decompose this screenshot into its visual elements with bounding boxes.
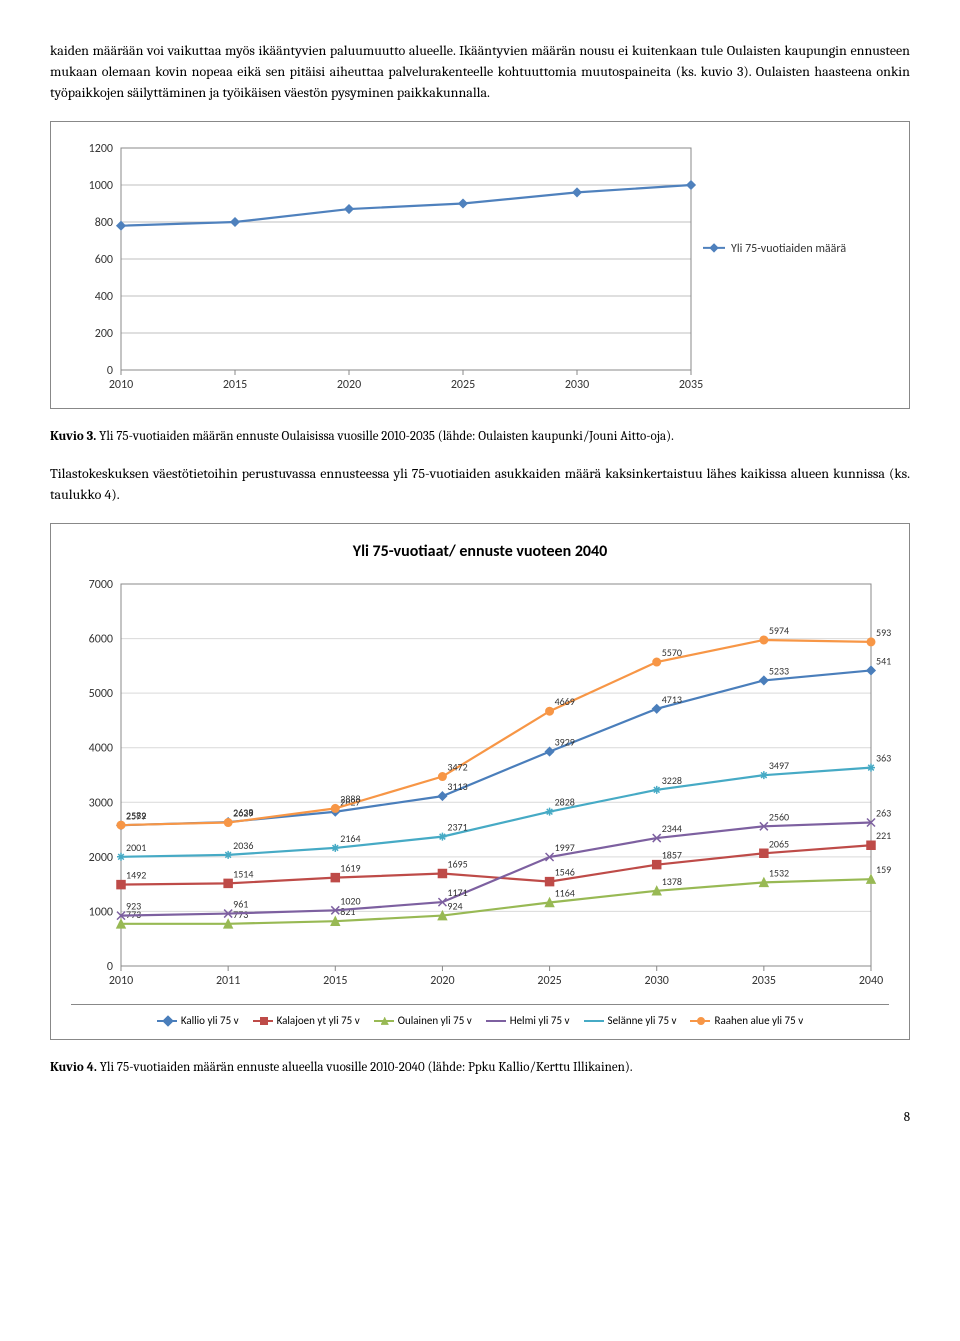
svg-text:2629: 2629 (233, 806, 253, 819)
svg-text:3635: 3635 (876, 751, 891, 764)
svg-text:2015: 2015 (223, 378, 247, 392)
svg-text:3497: 3497 (769, 759, 789, 772)
chart-2-legend: Kallio yli 75 v Kalajoen yt yli 75 v Oulai… (71, 1004, 889, 1030)
svg-text:3472: 3472 (447, 760, 467, 773)
legend-item: Selänne yli 75 v (584, 1013, 677, 1030)
svg-text:961: 961 (233, 897, 248, 910)
svg-text:4669: 4669 (555, 695, 575, 708)
chart-2-container: Yli 75-vuotiaat/ ennuste vuoteen 2040 0 1… (50, 523, 910, 1041)
svg-text:2371: 2371 (447, 820, 467, 833)
svg-text:1997: 1997 (555, 841, 575, 854)
svg-text:1200: 1200 (89, 142, 113, 156)
svg-text:1000: 1000 (89, 905, 113, 919)
svg-text:923: 923 (126, 899, 141, 912)
svg-text:1171: 1171 (447, 886, 467, 899)
svg-text:1378: 1378 (662, 874, 682, 887)
legend-item: Kalajoen yt yli 75 v (253, 1013, 360, 1030)
svg-text:7000: 7000 (89, 578, 113, 592)
legend-item: Oulainen yli 75 v (374, 1013, 472, 1030)
svg-text:2000: 2000 (89, 850, 113, 864)
svg-text:1000: 1000 (89, 179, 113, 193)
svg-text:2630: 2630 (876, 806, 891, 819)
svg-text:1020: 1020 (340, 894, 360, 907)
svg-text:924: 924 (447, 899, 462, 912)
svg-text:3113: 3113 (447, 780, 467, 793)
svg-text:2011: 2011 (216, 974, 240, 988)
svg-text:2560: 2560 (769, 810, 789, 823)
svg-text:1532: 1532 (769, 866, 789, 879)
svg-text:5974: 5974 (769, 623, 789, 636)
svg-text:200: 200 (95, 327, 113, 341)
svg-text:2213: 2213 (876, 829, 891, 842)
legend-item: Kallio yli 75 v (157, 1013, 239, 1030)
svg-text:2030: 2030 (565, 378, 589, 392)
svg-text:1492: 1492 (126, 868, 146, 881)
chart-2: 0 1000 2000 3000 4000 5000 6000 7000 2010 2011 201… (71, 574, 891, 994)
svg-text:4713: 4713 (662, 692, 682, 705)
caption-2-rest: Yli 75-vuotiaiden määrän ennuste alueell… (97, 1060, 633, 1075)
svg-text:0: 0 (107, 364, 113, 378)
svg-text:1591: 1591 (876, 863, 891, 876)
svg-text:1619: 1619 (340, 861, 360, 874)
svg-text:2030: 2030 (645, 974, 669, 988)
caption-2-bold: Kuvio 4. (50, 1060, 97, 1075)
svg-text:2040: 2040 (859, 974, 883, 988)
svg-text:2036: 2036 (233, 838, 253, 851)
svg-text:5000: 5000 (89, 687, 113, 701)
svg-text:4000: 4000 (89, 741, 113, 755)
svg-text:2888: 2888 (340, 792, 360, 805)
svg-text:5939: 5939 (876, 625, 891, 638)
svg-text:5233: 5233 (769, 664, 789, 677)
paragraph-2: Tilastokeskuksen väestötietoihin perustu… (50, 463, 910, 505)
svg-text:3228: 3228 (662, 773, 682, 786)
svg-text:2582: 2582 (126, 809, 146, 822)
svg-text:1164: 1164 (555, 886, 575, 899)
svg-text:Yli 75-vuotiaiden määrä: Yli 75-vuotiaiden määrä (731, 242, 846, 256)
caption-1: Kuvio 3. Yli 75-vuotiaiden määrän ennust… (50, 427, 910, 447)
svg-text:1857: 1857 (662, 848, 682, 861)
chart-1: 0 200 400 600 800 1000 1200 2010 2015 2020 2025 203… (71, 138, 891, 398)
chart-1-container: 0 200 400 600 800 1000 1200 2010 2015 2020 2025 203… (50, 121, 910, 409)
svg-text:2828: 2828 (555, 795, 575, 808)
svg-text:5570: 5570 (662, 646, 682, 659)
svg-text:2025: 2025 (537, 974, 561, 988)
svg-text:2035: 2035 (679, 378, 703, 392)
svg-text:1695: 1695 (447, 857, 467, 870)
svg-text:2001: 2001 (126, 840, 146, 853)
svg-text:3929: 3929 (555, 735, 575, 748)
legend-item: Helmi yli 75 v (486, 1013, 570, 1030)
svg-text:600: 600 (95, 253, 113, 267)
svg-text:2020: 2020 (337, 378, 361, 392)
svg-text:400: 400 (95, 290, 113, 304)
legend-item: Raahen alue yli 75 v (690, 1013, 803, 1030)
svg-text:2025: 2025 (451, 378, 475, 392)
caption-2: Kuvio 4. Yli 75-vuotiaiden määrän ennust… (50, 1058, 910, 1078)
paragraph-1: kaiden määrään voi vaikuttaa myös ikäänt… (50, 40, 910, 103)
svg-text:2015: 2015 (323, 974, 347, 988)
page-number: 8 (50, 1108, 910, 1128)
svg-text:1546: 1546 (555, 865, 575, 878)
svg-text:0: 0 (107, 960, 113, 974)
chart-2-title: Yli 75-vuotiaat/ ennuste vuoteen 2040 (71, 540, 889, 564)
svg-text:1514: 1514 (233, 867, 253, 880)
svg-text:2344: 2344 (662, 822, 682, 835)
svg-text:3000: 3000 (89, 796, 113, 810)
svg-text:2065: 2065 (769, 837, 789, 850)
svg-text:2035: 2035 (752, 974, 776, 988)
svg-text:2020: 2020 (430, 974, 454, 988)
svg-text:6000: 6000 (89, 632, 113, 646)
svg-text:2010: 2010 (109, 378, 133, 392)
svg-text:2010: 2010 (109, 974, 133, 988)
caption-1-rest: Yli 75-vuotiaiden määrän ennuste Oulaisi… (96, 429, 674, 444)
caption-1-bold: Kuvio 3. (50, 429, 96, 444)
svg-text:2164: 2164 (340, 831, 360, 844)
svg-text:800: 800 (95, 216, 113, 230)
svg-text:5416: 5416 (876, 654, 891, 667)
